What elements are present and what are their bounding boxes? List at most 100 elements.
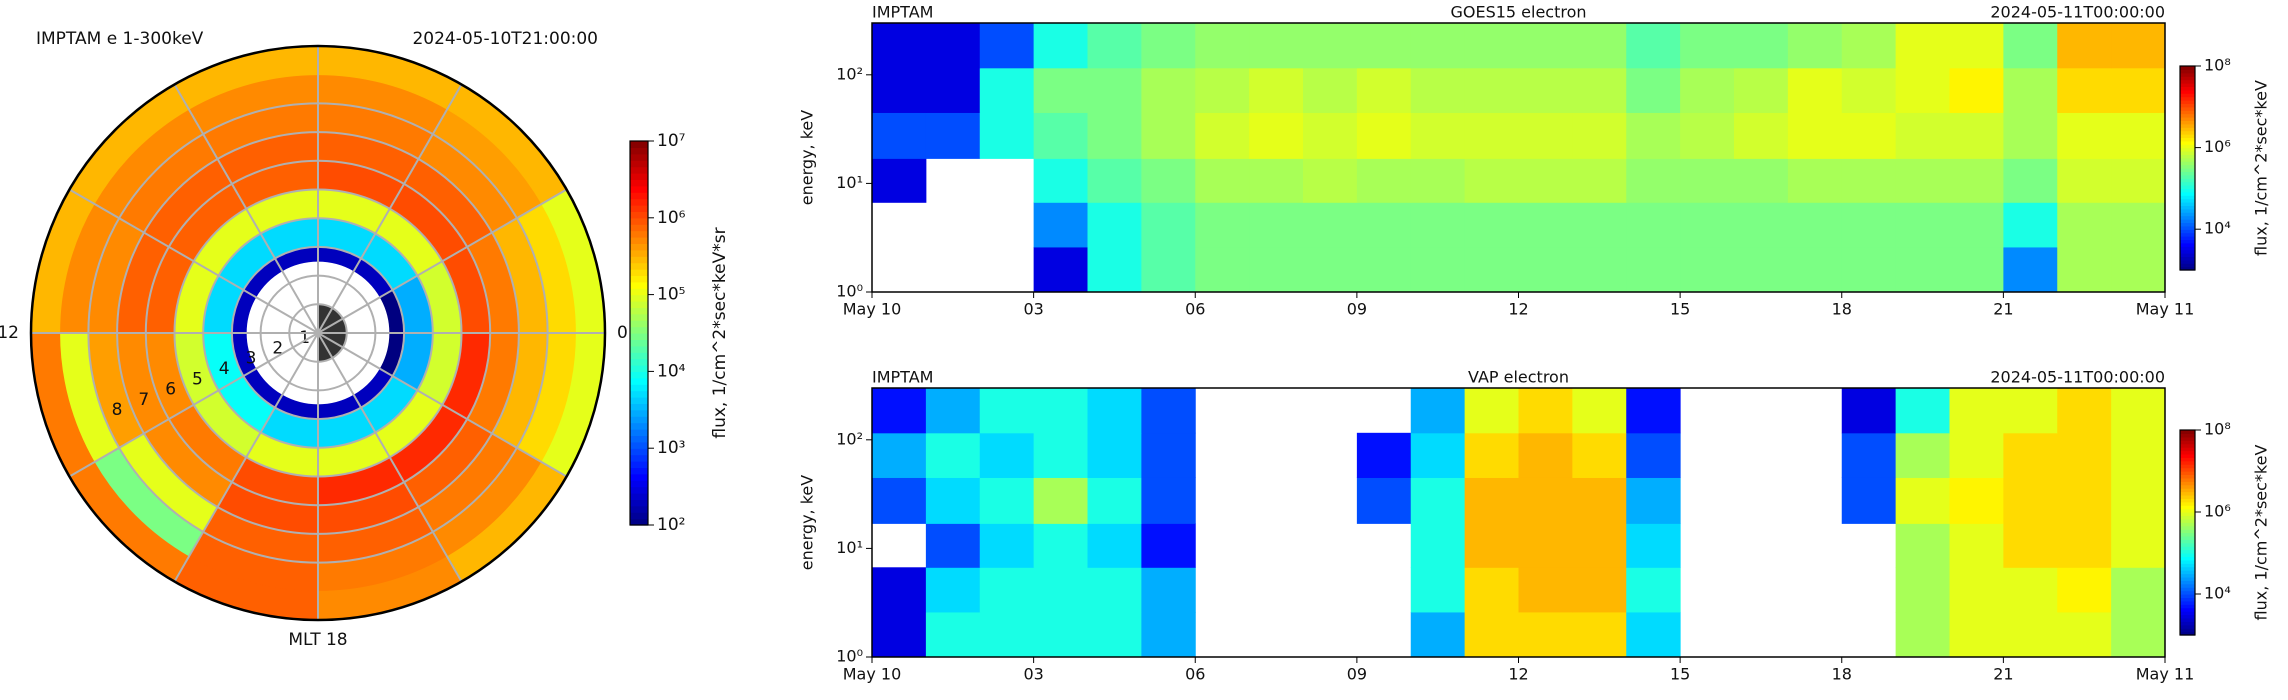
flux-cell	[2003, 246, 2058, 293]
flux-cell	[1141, 246, 1196, 293]
flux-cell	[1626, 611, 1681, 658]
flux-cell	[1949, 432, 2004, 478]
flux-cell	[2111, 477, 2166, 524]
flux-cell	[1356, 477, 1412, 524]
colorbar-segment	[630, 448, 648, 456]
flux-cell	[1356, 246, 1412, 293]
colorbar-label: flux, 1/cm^2*sec*keV*sr	[710, 227, 730, 438]
colorbar-segment	[2180, 525, 2195, 530]
flux-cell	[1841, 112, 1897, 159]
flux-cell	[2111, 567, 2166, 613]
title-left: IMPTAM	[872, 368, 933, 387]
x-tick-label: May 11	[2136, 300, 2195, 319]
flux-cell	[1680, 67, 1735, 113]
flux-cell	[1572, 611, 1627, 658]
flux-cell	[2003, 67, 2058, 113]
flux-cell	[1949, 388, 2004, 434]
mlt-tick-label: 0	[617, 323, 628, 343]
grid-spoke	[173, 332, 319, 583]
colorbar-segment	[630, 256, 648, 264]
colorbar-segment	[2180, 494, 2195, 499]
flux-cell	[925, 112, 981, 159]
flux-cell	[1033, 432, 1088, 478]
colorbar-segment	[2180, 263, 2195, 268]
colorbar-segment	[630, 505, 648, 513]
colorbar-tick-label: 10⁸	[2204, 420, 2231, 439]
colorbar-segment	[630, 326, 648, 334]
y-axis-label: energy, keV	[798, 110, 817, 205]
colorbar-segment	[2180, 134, 2195, 138]
colorbar-segment	[2180, 215, 2195, 220]
y-axis-label: energy, keV	[798, 475, 817, 570]
colorbar-frame	[2179, 429, 2196, 636]
flux-cell	[1895, 567, 1950, 613]
flux-cell	[1572, 112, 1627, 159]
colorbar-segment	[2180, 89, 2195, 94]
flux-cell	[1626, 567, 1681, 613]
flux-cell	[1787, 246, 1843, 293]
colorbar-segment	[2180, 460, 2195, 465]
flux-cell	[1410, 611, 1466, 658]
flux-cell	[1141, 388, 1196, 434]
flux-cell	[1087, 67, 1142, 113]
flux-cell	[1087, 611, 1142, 658]
colorbar-tick-label: 10⁴	[2204, 584, 2231, 603]
colorbar-segment	[2180, 539, 2195, 544]
colorbar-segment	[630, 429, 648, 436]
flux-cell	[1949, 158, 2004, 203]
colorbar-segment	[2180, 484, 2195, 489]
colorbar-segment	[2180, 208, 2195, 213]
flux-cell	[1626, 523, 1681, 568]
flux-cell	[1787, 202, 1843, 248]
flux-cell	[1410, 67, 1466, 113]
colorbar-segment	[2180, 477, 2195, 482]
colorbar-segment	[2180, 535, 2195, 540]
flux-cell	[1464, 432, 1519, 478]
colorbar-segment	[2180, 249, 2195, 254]
x-tick-label: 21	[1993, 665, 2013, 684]
x-tick-label: 18	[1832, 665, 1852, 684]
flux-cell	[1895, 523, 1950, 568]
colorbar-tick-label: 10⁶	[2204, 137, 2231, 156]
flux-cell	[1518, 388, 1573, 434]
flux-cell	[1033, 67, 1088, 113]
x-tick-label: 06	[1185, 300, 1205, 319]
flux-cell	[872, 611, 927, 658]
flux-cell	[1087, 202, 1142, 248]
flux-cell	[2111, 23, 2166, 69]
colorbar-tick-label: 10⁸	[2204, 56, 2231, 75]
flux-cell	[872, 477, 927, 524]
colorbar-segment	[2180, 573, 2195, 578]
flux-cell	[2057, 23, 2112, 69]
flux-cell	[1303, 112, 1358, 159]
colorbar-segment	[2180, 174, 2195, 179]
flux-cell	[2003, 202, 2058, 248]
colorbar-segment	[2180, 433, 2195, 438]
colorbar-segment	[2180, 144, 2195, 149]
flux-cell	[1087, 158, 1142, 203]
colorbar-segment	[630, 441, 648, 449]
flux-cell	[1895, 611, 1950, 658]
colorbar-segment	[2180, 137, 2195, 142]
colorbar-segment	[630, 192, 648, 200]
flux-cell	[1572, 202, 1627, 248]
flux-cell	[1464, 611, 1519, 658]
colorbar-frame	[2179, 65, 2196, 271]
flux-cell	[1626, 112, 1681, 159]
flux-cell	[1895, 158, 1950, 203]
colorbar-segment	[2180, 103, 2195, 108]
mlt-tick-label: 12	[0, 323, 19, 343]
colorbar-segment	[2180, 580, 2195, 585]
colorbar-segment	[2180, 457, 2195, 462]
colorbar-segment	[630, 480, 648, 488]
colorbar-segment	[2180, 120, 2195, 125]
colorbar-segment	[2180, 93, 2195, 98]
colorbar-segment	[2180, 232, 2195, 237]
flux-cell	[1626, 388, 1681, 434]
flux-cell	[1626, 67, 1681, 113]
colorbar-segment	[630, 288, 648, 296]
colorbar-segment	[2180, 110, 2195, 115]
flux-cell	[1949, 112, 2004, 159]
colorbar-segment	[2180, 171, 2195, 176]
